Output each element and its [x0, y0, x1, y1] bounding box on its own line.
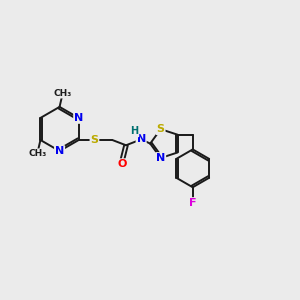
Text: N: N	[74, 113, 83, 123]
Text: N: N	[55, 146, 64, 156]
Text: CH₃: CH₃	[28, 149, 46, 158]
Text: S: S	[91, 135, 98, 145]
Text: N: N	[136, 134, 146, 144]
Text: CH₃: CH₃	[54, 89, 72, 98]
Text: N: N	[156, 153, 165, 163]
Text: O: O	[118, 159, 127, 169]
Text: H: H	[130, 126, 139, 136]
Text: F: F	[189, 198, 196, 208]
Text: S: S	[157, 124, 165, 134]
